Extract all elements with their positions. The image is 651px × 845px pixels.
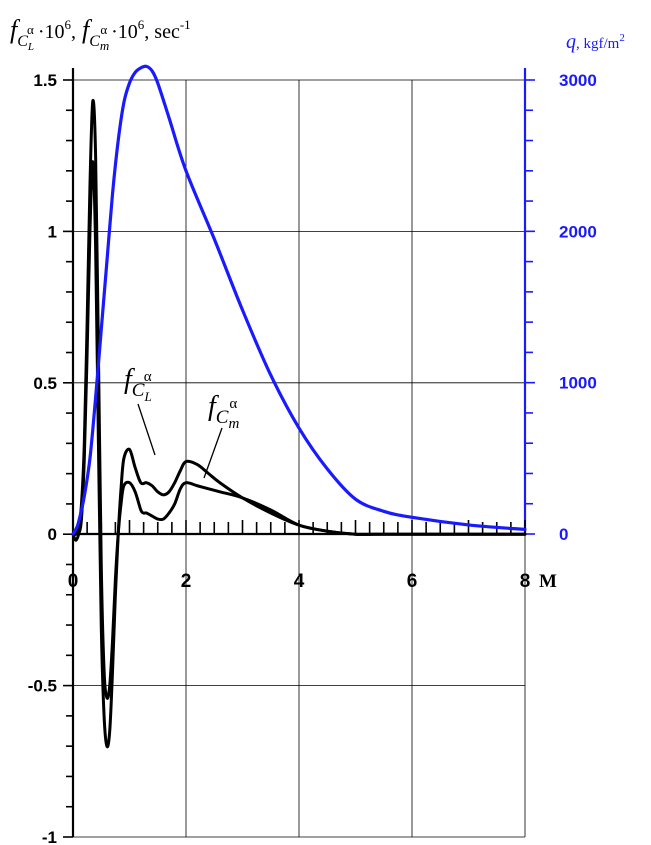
y-left-tick-label: 0.5 [33, 374, 57, 393]
annotation-fCL: fCLα [124, 364, 156, 456]
y-left-tick-label: -1 [42, 828, 57, 845]
x-tick-label: 6 [407, 571, 418, 592]
y-left-tick-label: 1.5 [33, 71, 57, 90]
left-axis-label: fCLα ·106, fCmα ·106, sec-1 [10, 15, 191, 53]
series-line-fCL [71, 98, 527, 700]
y-left-tick-label: 1 [48, 222, 57, 241]
y-right-tick-label: 2000 [559, 222, 597, 241]
svg-text:fCLα: fCLα [124, 364, 152, 404]
svg-text:fCmα: fCmα [208, 391, 239, 432]
series-line-q [71, 64, 527, 536]
right-axis-label: q, kgf/m2 [566, 31, 625, 53]
annotation-fCm: fCmα [203, 391, 239, 479]
x-tick-label: 0 [68, 571, 79, 592]
x-tick-label: 4 [294, 571, 305, 592]
y-right-tick-label: 3000 [559, 71, 597, 90]
grid [72, 79, 526, 838]
y-left-tick-label: -0.5 [28, 677, 57, 696]
ticks: -1 -0.5 0 0.5 1 1.5 0 1000 2000 3000 0 2 4 6 8 [28, 71, 597, 845]
x-axis-label: M [539, 571, 557, 592]
x-tick-label: 2 [181, 571, 192, 592]
x-tick-label: 8 [520, 571, 531, 592]
y-left-tick-label: 0 [48, 525, 57, 544]
y-right-tick-label: 1000 [559, 374, 597, 393]
series-group [71, 64, 527, 749]
y-right-tick-label: 0 [559, 525, 568, 544]
series-line-fCm [71, 160, 527, 749]
